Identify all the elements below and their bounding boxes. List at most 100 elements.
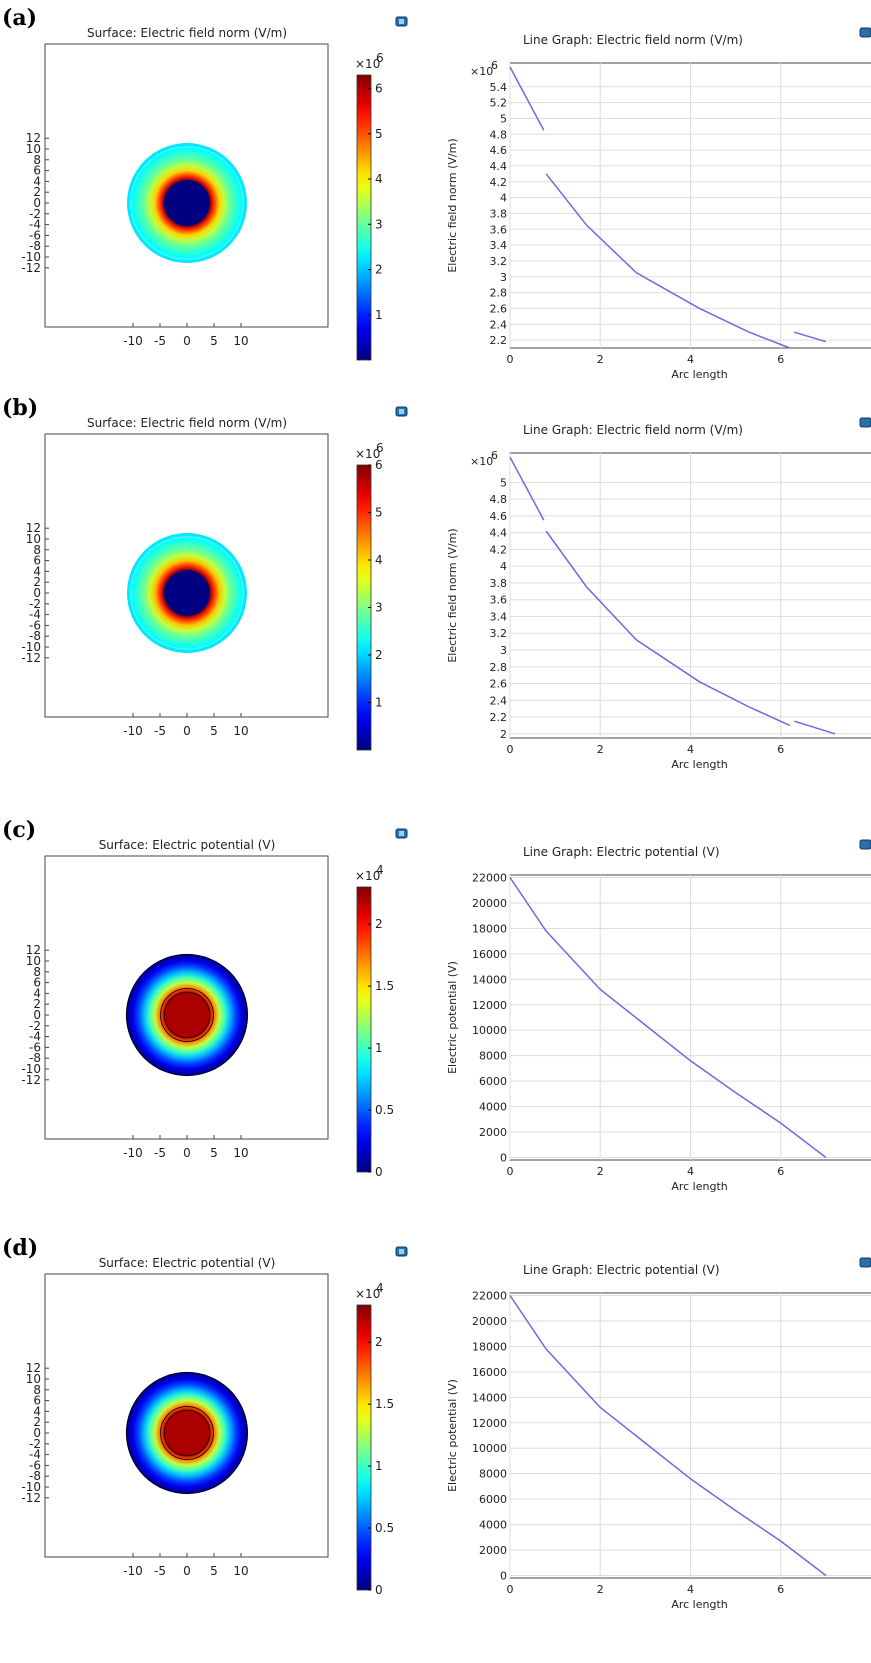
x-tick-label: 4 xyxy=(687,1583,694,1596)
series-line-segment xyxy=(545,530,791,727)
series-line-segment xyxy=(794,331,827,343)
x-tick-label: 2 xyxy=(597,1583,604,1596)
x-tick-label: -5 xyxy=(154,1146,166,1160)
y-tick-label: -2 xyxy=(29,207,41,221)
x-tick-label: 0 xyxy=(507,353,514,366)
y-power: 6 xyxy=(491,59,498,72)
y-tick-label: 5 xyxy=(500,476,507,489)
surface-disk xyxy=(126,1372,248,1494)
line-title: Line Graph: Electric potential (V) xyxy=(523,845,720,859)
x-tick-label: 6 xyxy=(777,353,784,366)
y-tick-label: 3.2 xyxy=(490,627,508,640)
y-tick-label: 3 xyxy=(500,644,507,657)
y-tick-label: 0 xyxy=(33,1008,41,1022)
layer-boundary xyxy=(163,1409,211,1457)
layer-boundary xyxy=(130,146,244,260)
series-line-segment xyxy=(509,877,827,1159)
y-tick-label: 16000 xyxy=(472,948,507,961)
colorbar-tick-label: 0.5 xyxy=(375,1521,394,1535)
y-tick-label: 3.4 xyxy=(490,239,508,252)
colorbar-tick-label: 0 xyxy=(375,1583,383,1597)
colorbar-power: 4 xyxy=(376,1281,384,1295)
colorbar-tick-label: 0.5 xyxy=(375,1103,394,1117)
x-tick-label: -5 xyxy=(154,334,166,348)
colorbar-tick-label: 2 xyxy=(375,263,383,277)
colorbar-exponent: ×10 xyxy=(355,1287,380,1301)
x-tick-label: -10 xyxy=(123,1146,143,1160)
y-tick-label: 4.8 xyxy=(490,493,508,506)
surface-title: Surface: Electric potential (V) xyxy=(99,838,276,852)
colorbar-tick-label: 2 xyxy=(375,917,383,931)
y-tick-label: 0 xyxy=(500,1569,507,1582)
line-title: Line Graph: Electric potential (V) xyxy=(523,1263,720,1277)
y-tick-label: -12 xyxy=(21,1491,41,1505)
y-axis-label: Electric potential (V) xyxy=(446,1379,459,1492)
y-tick-label: 20000 xyxy=(472,897,507,910)
series-line-segment xyxy=(509,456,545,521)
y-tick-label: -4 xyxy=(29,1030,41,1044)
y-tick-label: 14000 xyxy=(472,1391,507,1404)
x-tick-label: 0 xyxy=(507,1583,514,1596)
colorbar-tick-label: 6 xyxy=(375,82,383,96)
colorbar-tick-label: 4 xyxy=(375,172,383,186)
x-tick-label: -10 xyxy=(123,1564,143,1578)
x-tick-label: 0 xyxy=(183,334,191,348)
y-tick-label: 2 xyxy=(33,575,41,589)
y-tick-label: -8 xyxy=(29,239,41,253)
layer-boundary xyxy=(130,536,244,650)
y-tick-label: 10 xyxy=(26,954,41,968)
colorbar-tick-label: 3 xyxy=(375,217,383,231)
line-title: Line Graph: Electric field norm (V/m) xyxy=(523,423,743,437)
y-tick-label: 14000 xyxy=(472,973,507,986)
x-tick-label: 0 xyxy=(507,1165,514,1178)
y-axis-label: Electric potential (V) xyxy=(446,961,459,1074)
x-tick-label: 5 xyxy=(210,1146,218,1160)
y-tick-label: 8 xyxy=(33,1383,41,1397)
panel-b: (b)Surface: Electric field norm (V/m)121… xyxy=(2,395,871,771)
y-tick-label: 4 xyxy=(33,1404,41,1418)
x-tick-label: 4 xyxy=(687,353,694,366)
y-tick-label: -2 xyxy=(29,597,41,611)
y-tick-label: 4000 xyxy=(479,1101,507,1114)
snapshot-icon xyxy=(859,27,871,38)
panel-label: (c) xyxy=(2,817,36,843)
y-tick-label: -4 xyxy=(29,608,41,622)
y-tick-label: 22000 xyxy=(472,872,507,885)
y-tick-label: 2 xyxy=(33,997,41,1011)
surface-title: Surface: Electric field norm (V/m) xyxy=(87,26,287,40)
layer-boundary xyxy=(160,1406,214,1460)
x-tick-label: 0 xyxy=(507,743,514,756)
y-tick-label: -2 xyxy=(29,1019,41,1033)
colorbar-tick-label: 1 xyxy=(375,1041,383,1055)
x-tick-label: 6 xyxy=(777,1165,784,1178)
y-tick-label: 8000 xyxy=(479,1050,507,1063)
y-axis-label: Electric field norm (V/m) xyxy=(446,528,459,662)
y-tick-label: 4 xyxy=(500,192,507,205)
y-tick-label: 3.2 xyxy=(490,255,508,268)
x-tick-label: 2 xyxy=(597,353,604,366)
colorbar-tick-label: 4 xyxy=(375,553,383,567)
y-tick-label: 3.6 xyxy=(490,223,508,236)
y-tick-label: 4.4 xyxy=(490,160,508,173)
x-tick-label: -10 xyxy=(123,334,143,348)
y-tick-label: 10 xyxy=(26,1372,41,1386)
series-line-segment xyxy=(509,1295,827,1577)
y-tick-label: -12 xyxy=(21,261,41,275)
colorbar-tick-label: 1 xyxy=(375,696,383,710)
y-tick-label: 4 xyxy=(33,986,41,1000)
y-tick-label: 4.6 xyxy=(490,510,508,523)
y-tick-label: 2.2 xyxy=(490,711,508,724)
colorbar-power: 6 xyxy=(376,51,384,65)
colorbar-tick-label: 1 xyxy=(375,308,383,322)
x-tick-label: 4 xyxy=(687,1165,694,1178)
y-tick-label: -6 xyxy=(29,1458,41,1472)
y-tick-label: -8 xyxy=(29,629,41,643)
y-tick-label: -10 xyxy=(21,640,41,654)
colorbar-power: 4 xyxy=(376,863,384,877)
y-tick-label: 12000 xyxy=(472,999,507,1012)
conductor-core xyxy=(164,180,210,226)
x-tick-label: 10 xyxy=(233,334,248,348)
y-tick-label: 4 xyxy=(33,564,41,578)
x-tick-label: 0 xyxy=(183,1564,191,1578)
